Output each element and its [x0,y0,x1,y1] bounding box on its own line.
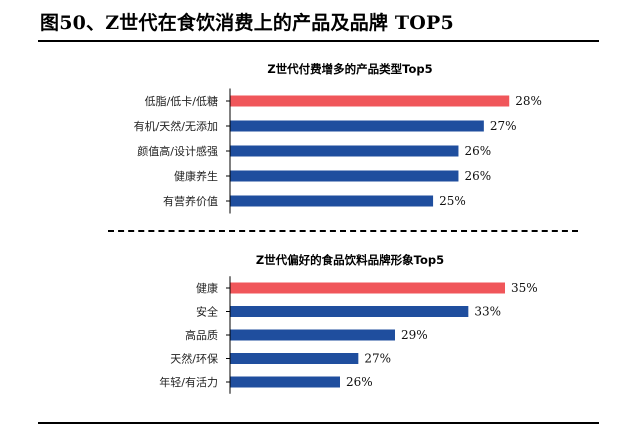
panel-divider [108,230,578,232]
category-label: 有机/天然/无添加 [134,119,218,133]
data-label: 35% [511,281,538,295]
bar [230,376,340,388]
bar [230,282,505,294]
category-label: 有营养价值 [163,194,218,208]
data-label: 33% [474,305,501,319]
bar-chart-1: Z世代付费增多的产品类型Top5 低脂/低卡/低糖 28% 有机/天然/无添加 27% 颜… [134,62,542,214]
category-label: 低脂/低卡/低糖 [145,94,218,108]
figure-title: 图50、Z世代在食饮消费上的产品及品牌 TOP5 [40,12,454,34]
bar [230,353,359,364]
chart-title: Z世代付费增多的产品类型Top5 [267,62,432,76]
bar [230,329,395,341]
bottom-rule [38,422,599,424]
data-label: 29% [401,328,428,342]
data-label: 26% [346,375,373,389]
bar [230,170,459,182]
category-label: 健康养生 [174,169,218,183]
category-label: 健康 [196,281,218,295]
category-label: 年轻/有活力 [159,375,218,389]
category-label: 高品质 [185,328,218,342]
data-label: 27% [364,352,391,366]
category-label: 天然/环保 [170,352,218,366]
bar [230,145,459,157]
bar [230,95,510,107]
bar [230,306,469,317]
data-label: 26% [464,144,491,158]
chart-title: Z世代偏好的食品饮料品牌形象Top5 [256,253,444,267]
data-label: 27% [490,119,517,133]
category-label: 颜值高/设计感强 [137,144,218,158]
bar-chart-2: Z世代偏好的食品饮料品牌形象Top5 健康 35% 安全 33% 高品质 29% 天然/环保 2… [159,253,538,394]
top-rule [38,40,599,42]
bar [230,195,434,207]
bar [230,120,484,132]
data-label: 25% [439,194,466,208]
data-label: 26% [464,169,491,183]
data-label: 28% [515,94,542,108]
category-label: 安全 [196,305,218,319]
